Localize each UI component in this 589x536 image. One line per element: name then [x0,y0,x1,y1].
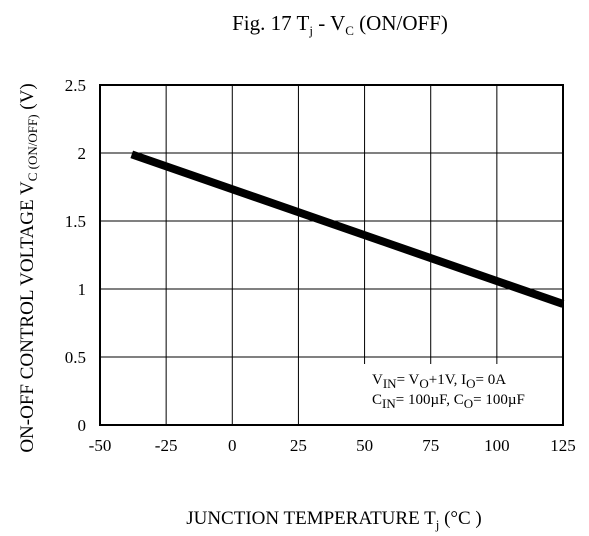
x-tick-label: 25 [290,436,307,455]
conditions-line-2: CIN= 100µF, CO= 100µF [372,392,525,411]
y-tick-label: 0.5 [65,348,86,367]
x-tick-label: 75 [422,436,439,455]
plot-frame [99,84,564,426]
x-tick-label: -25 [155,436,178,455]
y-tick-label: 2 [78,144,87,163]
x-tick-labels: -50 -25 0 25 50 75 100 125 [89,436,576,455]
chart-title: Fig. 17 Tj - VC (ON/OFF) [232,11,448,38]
y-tick-label: 1 [78,280,87,299]
conditions-line-1: VIN= VO+1V, IO= 0A [372,372,506,391]
x-tick-label: -50 [89,436,112,455]
series [130,150,565,308]
y-tick-label: 0 [78,416,87,435]
conditions-box [364,364,562,424]
x-tick-label: 100 [484,436,510,455]
x-tick-label: 0 [228,436,237,455]
x-tick-label: 50 [356,436,373,455]
x-tick-label: 125 [550,436,576,455]
y-tick-label: 2.5 [65,76,86,95]
y-tick-label: 1.5 [65,212,86,231]
y-tick-labels: 0 0.5 1 1.5 2 2.5 [65,76,86,435]
y-axis-label: ON-OFF CONTROL VOLTAGE VC (ON/OFF) (V) [17,83,40,452]
series-line [130,150,565,308]
x-axis-label: JUNCTION TEMPERATURE Tj (°C ) [186,508,482,532]
